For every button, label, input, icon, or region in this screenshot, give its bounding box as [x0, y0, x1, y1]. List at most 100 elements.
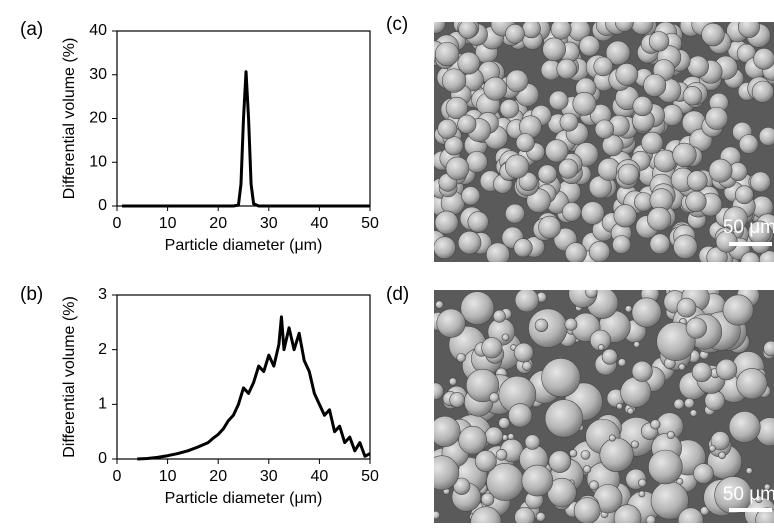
particle [425, 14, 445, 34]
particle [481, 493, 494, 506]
particle [739, 135, 758, 154]
particle [615, 13, 633, 31]
particle [445, 137, 464, 156]
particle [692, 362, 711, 381]
particle [538, 165, 557, 184]
particle [551, 19, 571, 39]
particle [560, 113, 578, 131]
particle [647, 207, 671, 231]
particle [617, 403, 623, 409]
scale-bar-label: 50 μm [723, 484, 774, 505]
particle [516, 133, 534, 151]
particle [621, 377, 651, 407]
x-tick-label: 20 [209, 215, 227, 232]
particle [754, 48, 774, 69]
particle [442, 69, 466, 93]
y-tick-label: 30 [89, 66, 107, 83]
y-tick-label: 20 [89, 110, 107, 127]
particle [627, 408, 633, 414]
particle [594, 57, 613, 76]
particle [687, 56, 708, 77]
particle [468, 212, 489, 233]
particle [522, 465, 553, 496]
particle [427, 383, 444, 400]
particle [565, 243, 586, 264]
particle [646, 515, 655, 523]
y-axis-label: Differential volume (%) [61, 296, 78, 458]
particle [508, 433, 514, 439]
particle [649, 31, 669, 51]
particle [641, 132, 663, 154]
particle [436, 301, 444, 309]
x-tick-label: 0 [113, 215, 122, 232]
sem-image [425, 274, 774, 523]
particle [505, 155, 528, 178]
particle [458, 115, 477, 134]
particle [589, 241, 610, 262]
particle [673, 235, 697, 259]
particle [538, 216, 560, 238]
particle [515, 288, 538, 311]
particle [450, 392, 465, 407]
particle [683, 86, 702, 105]
particle [673, 143, 697, 167]
particle [709, 159, 732, 182]
particle [493, 310, 505, 322]
x-tick-label: 50 [361, 215, 379, 232]
particle [525, 435, 540, 450]
particle [461, 292, 494, 325]
particle [690, 410, 697, 417]
particle [686, 191, 707, 212]
particle [562, 203, 581, 222]
particle [557, 59, 577, 79]
particle [759, 127, 774, 145]
x-tick-label: 20 [209, 468, 227, 485]
particle [535, 319, 548, 332]
particle [648, 450, 682, 484]
particle [634, 341, 640, 347]
particle [425, 456, 459, 490]
particle [618, 359, 626, 367]
particle [545, 400, 583, 438]
scale-bar-label: 50 μm [723, 217, 774, 238]
particle [545, 140, 568, 163]
particle [475, 450, 496, 471]
x-tick-label: 50 [361, 468, 379, 485]
particle [434, 237, 456, 259]
particle [709, 445, 715, 451]
particle [616, 63, 638, 85]
particle [522, 361, 531, 370]
particle [632, 361, 652, 381]
y-tick-label: 3 [98, 286, 107, 303]
particle [542, 358, 581, 397]
particle [461, 187, 480, 206]
particle [581, 450, 590, 459]
particle [569, 450, 576, 457]
x-tick-label: 40 [311, 215, 329, 232]
particle [502, 334, 509, 341]
data-line [137, 317, 370, 459]
particle [650, 420, 660, 430]
x-tick-label: 0 [113, 468, 122, 485]
particle [514, 239, 532, 257]
particle [435, 211, 458, 234]
particle [458, 231, 481, 254]
particle [496, 449, 507, 460]
particle [432, 511, 440, 519]
sem-image [423, 11, 774, 272]
x-axis-label: Particle diameter (μm) [165, 490, 323, 507]
particle [600, 438, 634, 472]
particle [536, 512, 545, 521]
particle [632, 298, 661, 327]
y-axis-label: Differential volume (%) [61, 38, 78, 200]
particle [625, 306, 632, 313]
particle [565, 318, 577, 330]
particle [549, 451, 571, 473]
particle [719, 452, 726, 459]
particle [485, 427, 503, 445]
figure: 01020304050010203040Particle diameter (μ… [0, 0, 774, 523]
particle [716, 359, 737, 380]
particle [702, 23, 725, 46]
particle [459, 20, 477, 38]
panel-label: (d) [386, 284, 409, 305]
